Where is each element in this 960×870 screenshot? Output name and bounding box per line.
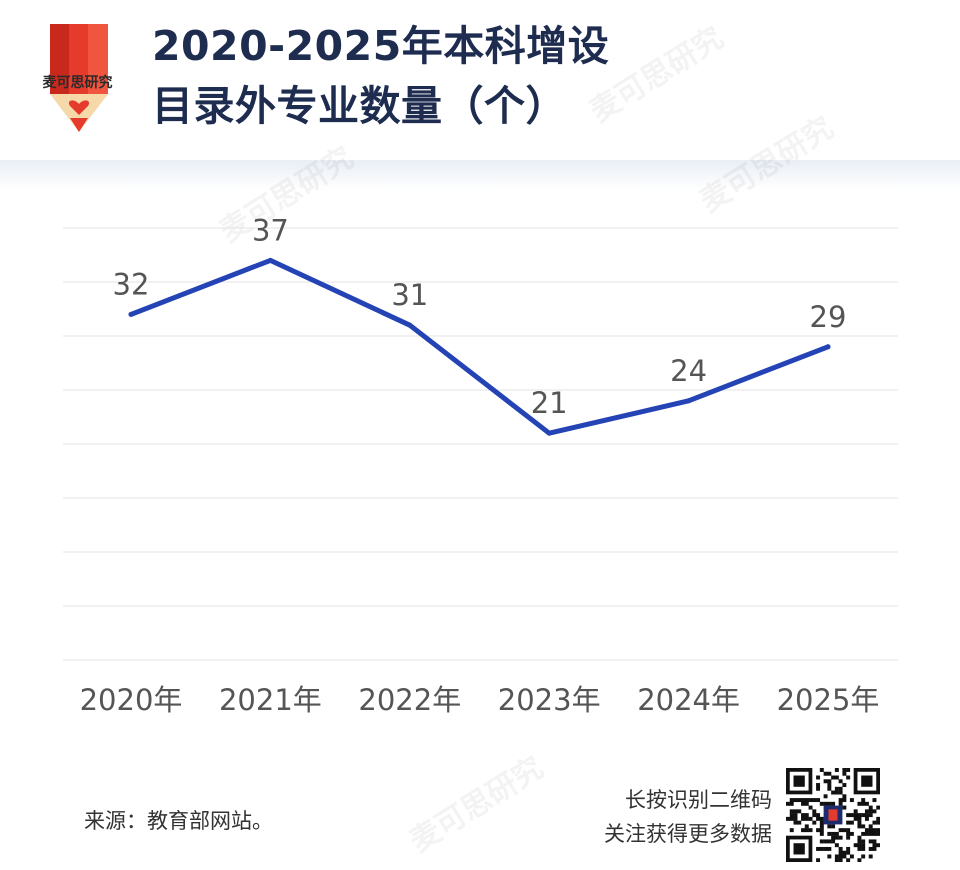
pencil-logo-icon: [50, 24, 108, 132]
header-shadow: [0, 160, 960, 190]
x-axis-tick-labels: 2020年 2021年 2022年 2023年 2024年 2025年: [80, 683, 880, 717]
x-tick-label: 2022年: [358, 683, 461, 717]
data-point: [546, 430, 552, 436]
data-label: 37: [252, 213, 289, 247]
source-note: 来源：教育部网站。: [84, 809, 273, 833]
data-label: 29: [810, 300, 847, 334]
x-tick-label: 2021年: [219, 683, 322, 717]
page-title: 2020-2025年本科增设 目录外专业数量（个）: [152, 16, 752, 136]
header: 麦可思研究 2020-2025年本科增设 目录外专业数量（个）: [0, 0, 960, 165]
title-line-2: 目录外专业数量（个）: [152, 82, 567, 130]
qr-caption-line-2: 关注获得更多数据: [604, 822, 772, 846]
series-line: [128, 257, 831, 436]
x-tick-label: 2023年: [498, 683, 601, 717]
title-line-1: 2020-2025年本科增设: [152, 22, 610, 70]
data-label: 32: [113, 267, 150, 301]
chart-grid: [63, 227, 898, 661]
data-label: 31: [391, 278, 428, 312]
data-point: [128, 311, 134, 317]
brand-logo: 麦可思研究: [30, 20, 125, 135]
logo-text: 麦可思研究: [42, 75, 113, 91]
data-point: [407, 322, 413, 328]
data-point: [686, 398, 692, 404]
x-tick-label: 2025年: [777, 683, 880, 717]
watermark: 麦可思研究: [400, 744, 551, 861]
qr-code-icon[interactable]: [786, 768, 880, 862]
x-tick-label: 2024年: [637, 683, 740, 717]
data-label: 24: [670, 354, 707, 388]
data-labels: 32 37 31 21 24 29: [113, 213, 847, 436]
data-point: [825, 344, 831, 350]
qr-caption: 长按识别二维码 关注获得更多数据: [560, 783, 772, 851]
data-point: [267, 257, 273, 263]
x-tick-label: 2020年: [80, 683, 183, 717]
data-label: 21: [531, 386, 568, 420]
qr-caption-line-1: 长按识别二维码: [625, 788, 772, 812]
